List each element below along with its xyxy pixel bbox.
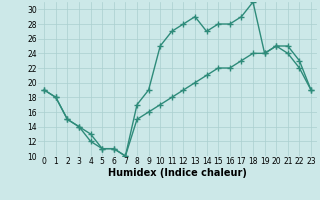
X-axis label: Humidex (Indice chaleur): Humidex (Indice chaleur) [108,168,247,178]
